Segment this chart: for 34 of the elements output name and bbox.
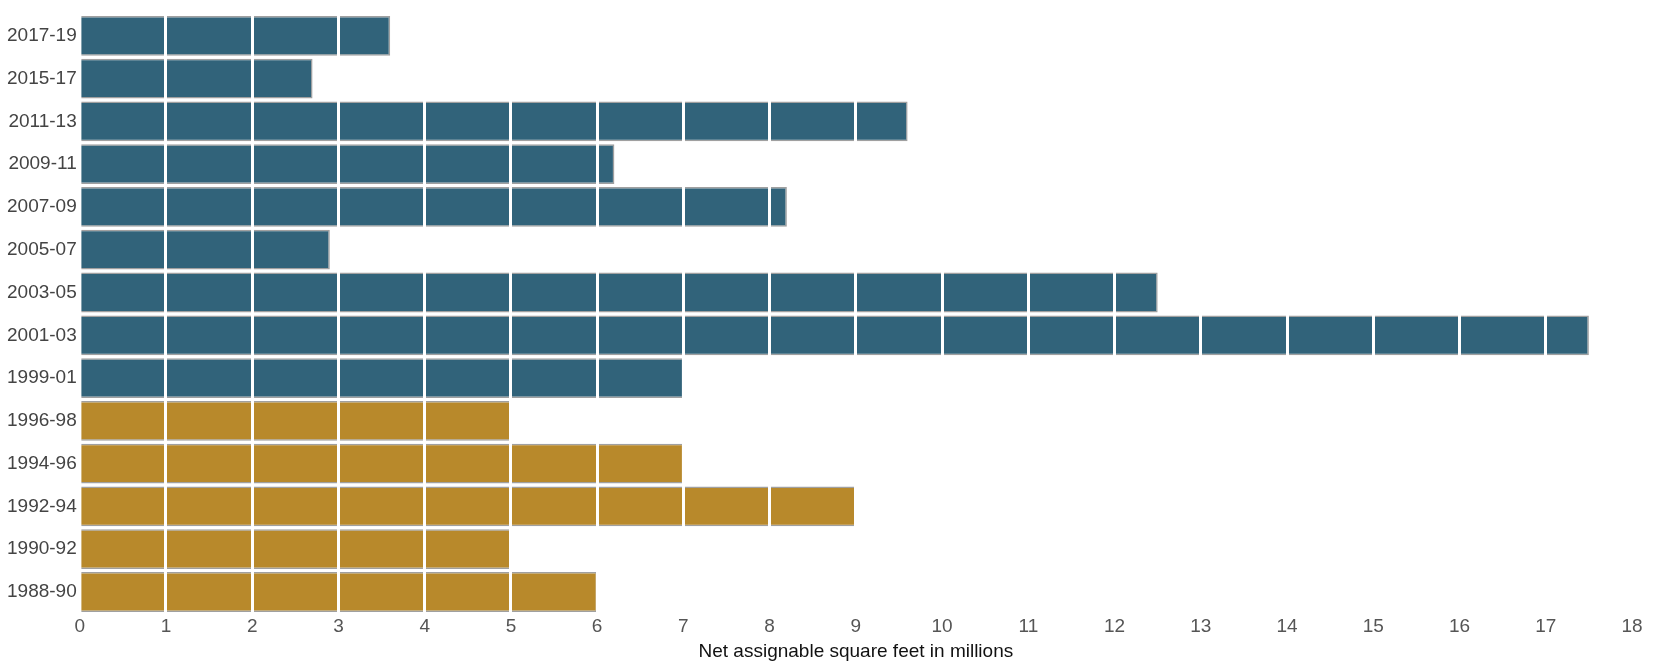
x-tick-label: 5 <box>505 615 517 637</box>
y-tick-label: 2003-05 <box>6 280 77 302</box>
x-axis-title: Net assignable square feet in millions <box>698 639 1014 661</box>
y-tick-label: 2015-17 <box>6 66 77 88</box>
y-tick-label: 1990-92 <box>6 537 77 559</box>
x-tick-label: 7 <box>678 615 689 637</box>
x-tick-label: 17 <box>1535 615 1557 637</box>
y-tick-label: 1992-94 <box>6 494 78 516</box>
x-tick-label: 9 <box>850 615 862 637</box>
y-tick-label: 2005-07 <box>6 237 77 259</box>
x-tick-label: 11 <box>1018 615 1039 637</box>
x-tick-label: 0 <box>74 615 86 637</box>
x-tick-label: 2 <box>246 615 258 637</box>
y-tick-label: 2007-09 <box>6 195 77 217</box>
y-tick-label: 1994-96 <box>6 451 77 473</box>
y-tick-label: 2001-03 <box>6 323 77 345</box>
y-tick-label: 2011-13 <box>8 109 77 131</box>
x-tick-label: 6 <box>591 615 603 637</box>
y-tick-label: 1988-90 <box>6 580 77 602</box>
y-tick-label: 2017-19 <box>6 24 77 46</box>
x-tick-label: 16 <box>1448 615 1471 637</box>
x-tick-label: 10 <box>931 615 953 637</box>
y-tick-label: 1996-98 <box>6 409 77 431</box>
x-tick-label: 18 <box>1621 615 1643 637</box>
y-tick-label: 2009-11 <box>8 152 77 174</box>
x-tick-label: 14 <box>1276 615 1299 637</box>
x-tick-label: 8 <box>764 615 775 637</box>
x-tick-label: 3 <box>333 615 344 637</box>
x-tick-label: 12 <box>1104 615 1126 637</box>
x-tick-label: 15 <box>1362 615 1384 637</box>
x-tick-label: 4 <box>419 615 431 637</box>
x-tick-label: 13 <box>1190 615 1212 637</box>
x-tick-label: 1 <box>160 615 172 637</box>
y-tick-label: 1999-01 <box>6 366 77 388</box>
